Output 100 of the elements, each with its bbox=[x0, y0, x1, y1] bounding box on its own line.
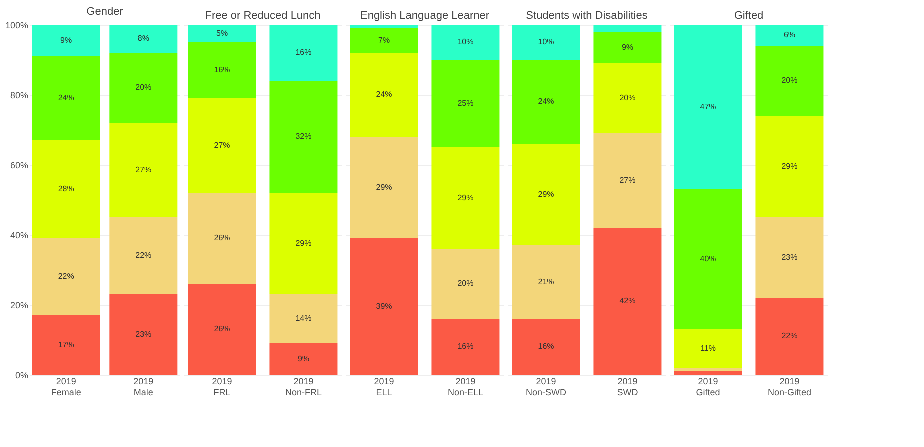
bar bbox=[188, 42, 256, 98]
data-label: 21% bbox=[538, 277, 554, 286]
y-tick-label: 0% bbox=[15, 370, 28, 380]
bar bbox=[188, 284, 256, 375]
data-label: 22% bbox=[58, 272, 74, 281]
bar bbox=[32, 25, 100, 56]
bar bbox=[512, 144, 580, 246]
data-label: 7% bbox=[378, 36, 390, 45]
x-tick-label: 2019 Non-SWD bbox=[526, 376, 568, 398]
data-label: 29% bbox=[782, 162, 798, 171]
data-label: 27% bbox=[620, 176, 636, 185]
bar bbox=[756, 116, 824, 218]
bar bbox=[110, 123, 178, 218]
chart-title: Gender bbox=[86, 6, 124, 18]
bar bbox=[674, 368, 742, 372]
data-label: 32% bbox=[296, 132, 312, 141]
data-label: 26% bbox=[214, 234, 230, 242]
bar bbox=[512, 246, 580, 319]
data-label: 24% bbox=[58, 94, 74, 102]
data-label: 29% bbox=[376, 182, 392, 192]
bar bbox=[594, 228, 662, 375]
data-label: 14% bbox=[296, 314, 312, 323]
data-label: 23% bbox=[782, 252, 798, 262]
data-label: 10% bbox=[458, 38, 474, 46]
x-tick-label: 2019 Gifted bbox=[696, 376, 720, 398]
data-label: 16% bbox=[458, 342, 474, 351]
data-label: 20% bbox=[136, 83, 152, 92]
bar bbox=[756, 25, 824, 46]
data-label: 17% bbox=[58, 340, 74, 350]
x-tick-label: 2019 Non-ELL bbox=[448, 376, 484, 398]
data-label: 29% bbox=[296, 238, 312, 248]
data-label: 16% bbox=[214, 66, 230, 74]
bar bbox=[32, 238, 100, 316]
bar bbox=[270, 25, 338, 81]
bar bbox=[674, 25, 742, 190]
chart-title: English Language Learner bbox=[360, 10, 490, 22]
data-label: 24% bbox=[538, 97, 554, 106]
data-label: 25% bbox=[458, 98, 474, 108]
bar bbox=[110, 25, 178, 53]
data-label: 39% bbox=[376, 302, 392, 311]
x-tick-label: 2019 ELL bbox=[374, 376, 394, 398]
data-label: 29% bbox=[458, 193, 474, 202]
data-label: 20% bbox=[458, 279, 474, 288]
bar bbox=[594, 25, 662, 32]
bar bbox=[432, 148, 500, 249]
bar bbox=[188, 98, 256, 193]
data-label: 9% bbox=[298, 354, 310, 364]
chart-title: Students with Disabilities bbox=[526, 10, 648, 22]
x-tick-label: 2019 Non-FRL bbox=[285, 376, 322, 398]
bar bbox=[594, 134, 662, 228]
bar bbox=[512, 25, 580, 60]
bar bbox=[188, 193, 256, 284]
bar bbox=[110, 294, 178, 375]
data-label: 42% bbox=[620, 296, 636, 306]
data-label: 27% bbox=[136, 165, 152, 174]
data-label: 16% bbox=[296, 48, 312, 57]
y-tick-label: 80% bbox=[10, 90, 28, 100]
bar bbox=[512, 319, 580, 375]
data-label: 20% bbox=[782, 76, 798, 85]
bar bbox=[674, 330, 742, 368]
bar bbox=[432, 249, 500, 319]
data-label: 16% bbox=[538, 342, 554, 351]
bar bbox=[32, 56, 100, 140]
data-label: 5% bbox=[216, 28, 228, 38]
bar bbox=[270, 294, 338, 344]
data-label: 11% bbox=[700, 344, 716, 353]
bar bbox=[432, 25, 500, 60]
data-label: 22% bbox=[136, 251, 152, 260]
bar bbox=[32, 140, 100, 238]
bar bbox=[594, 64, 662, 134]
bar bbox=[270, 193, 338, 294]
data-label: 23% bbox=[136, 330, 152, 339]
data-label: 27% bbox=[214, 140, 230, 150]
x-tick-label: 2019 FRL bbox=[212, 376, 232, 398]
y-tick-label: 60% bbox=[10, 160, 28, 170]
y-tick-label: 20% bbox=[10, 300, 28, 310]
x-tick-label: 2019 Non-Gifted bbox=[768, 376, 812, 398]
chart-title: Gifted bbox=[734, 10, 764, 22]
x-tick-label: 2019 Female bbox=[51, 376, 82, 398]
data-label: 47% bbox=[700, 102, 716, 112]
bar bbox=[350, 25, 418, 28]
y-tick-label: 100% bbox=[5, 20, 28, 30]
chart-title: Free or Reduced Lunch bbox=[205, 10, 321, 22]
bar bbox=[110, 53, 178, 123]
bar bbox=[432, 319, 500, 375]
bar bbox=[756, 46, 824, 116]
y-tick-label: 40% bbox=[10, 230, 28, 240]
bar bbox=[32, 316, 100, 375]
x-tick-label: 2019 SWD bbox=[617, 376, 639, 398]
bar bbox=[512, 60, 580, 144]
bar bbox=[350, 238, 418, 375]
bar bbox=[594, 32, 662, 64]
bar bbox=[432, 60, 500, 148]
bar bbox=[270, 81, 338, 193]
bar bbox=[188, 25, 256, 42]
data-label: 26% bbox=[214, 324, 230, 334]
data-label: 9% bbox=[60, 36, 72, 45]
bar bbox=[350, 28, 418, 53]
x-tick-label: 2019 Male bbox=[134, 376, 154, 398]
bar bbox=[674, 190, 742, 330]
